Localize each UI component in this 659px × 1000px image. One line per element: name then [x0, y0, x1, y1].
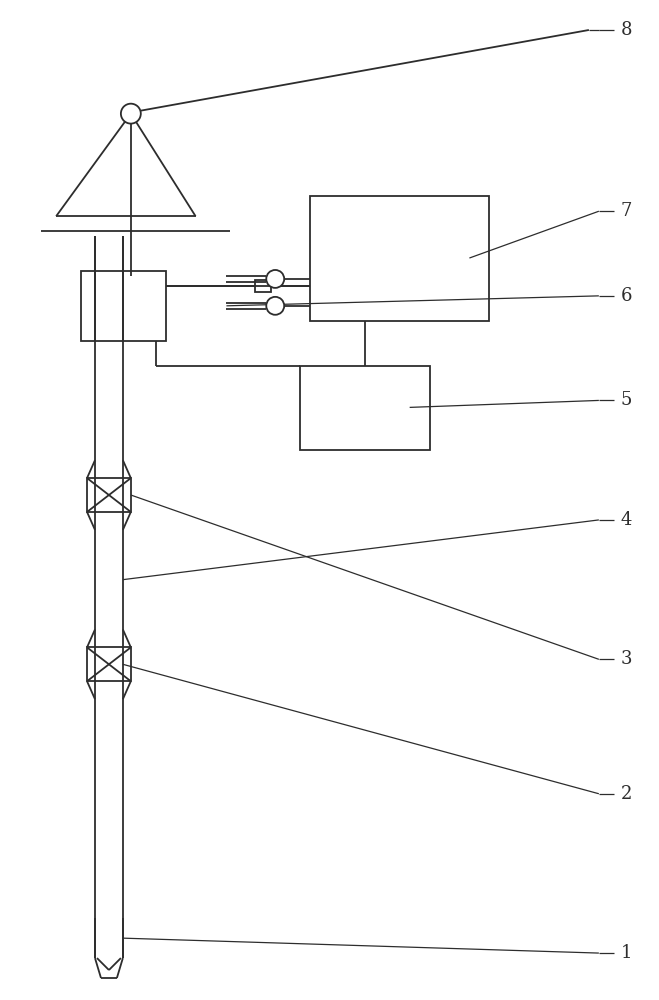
Text: 7: 7	[621, 202, 632, 220]
Circle shape	[266, 270, 284, 288]
Text: 6: 6	[621, 287, 632, 305]
Bar	[300, 366, 430, 450]
Bar	[81, 271, 165, 341]
Bar	[87, 478, 131, 512]
Bar	[310, 196, 490, 321]
Text: 5: 5	[621, 391, 632, 409]
Bar	[87, 647, 131, 681]
Text: 3: 3	[621, 650, 632, 668]
Text: 1: 1	[621, 944, 632, 962]
Text: 2: 2	[621, 785, 632, 803]
Circle shape	[266, 297, 284, 315]
Text: 8: 8	[621, 21, 632, 39]
Circle shape	[121, 104, 141, 124]
Text: 4: 4	[621, 511, 632, 529]
Bar	[255, 280, 272, 292]
